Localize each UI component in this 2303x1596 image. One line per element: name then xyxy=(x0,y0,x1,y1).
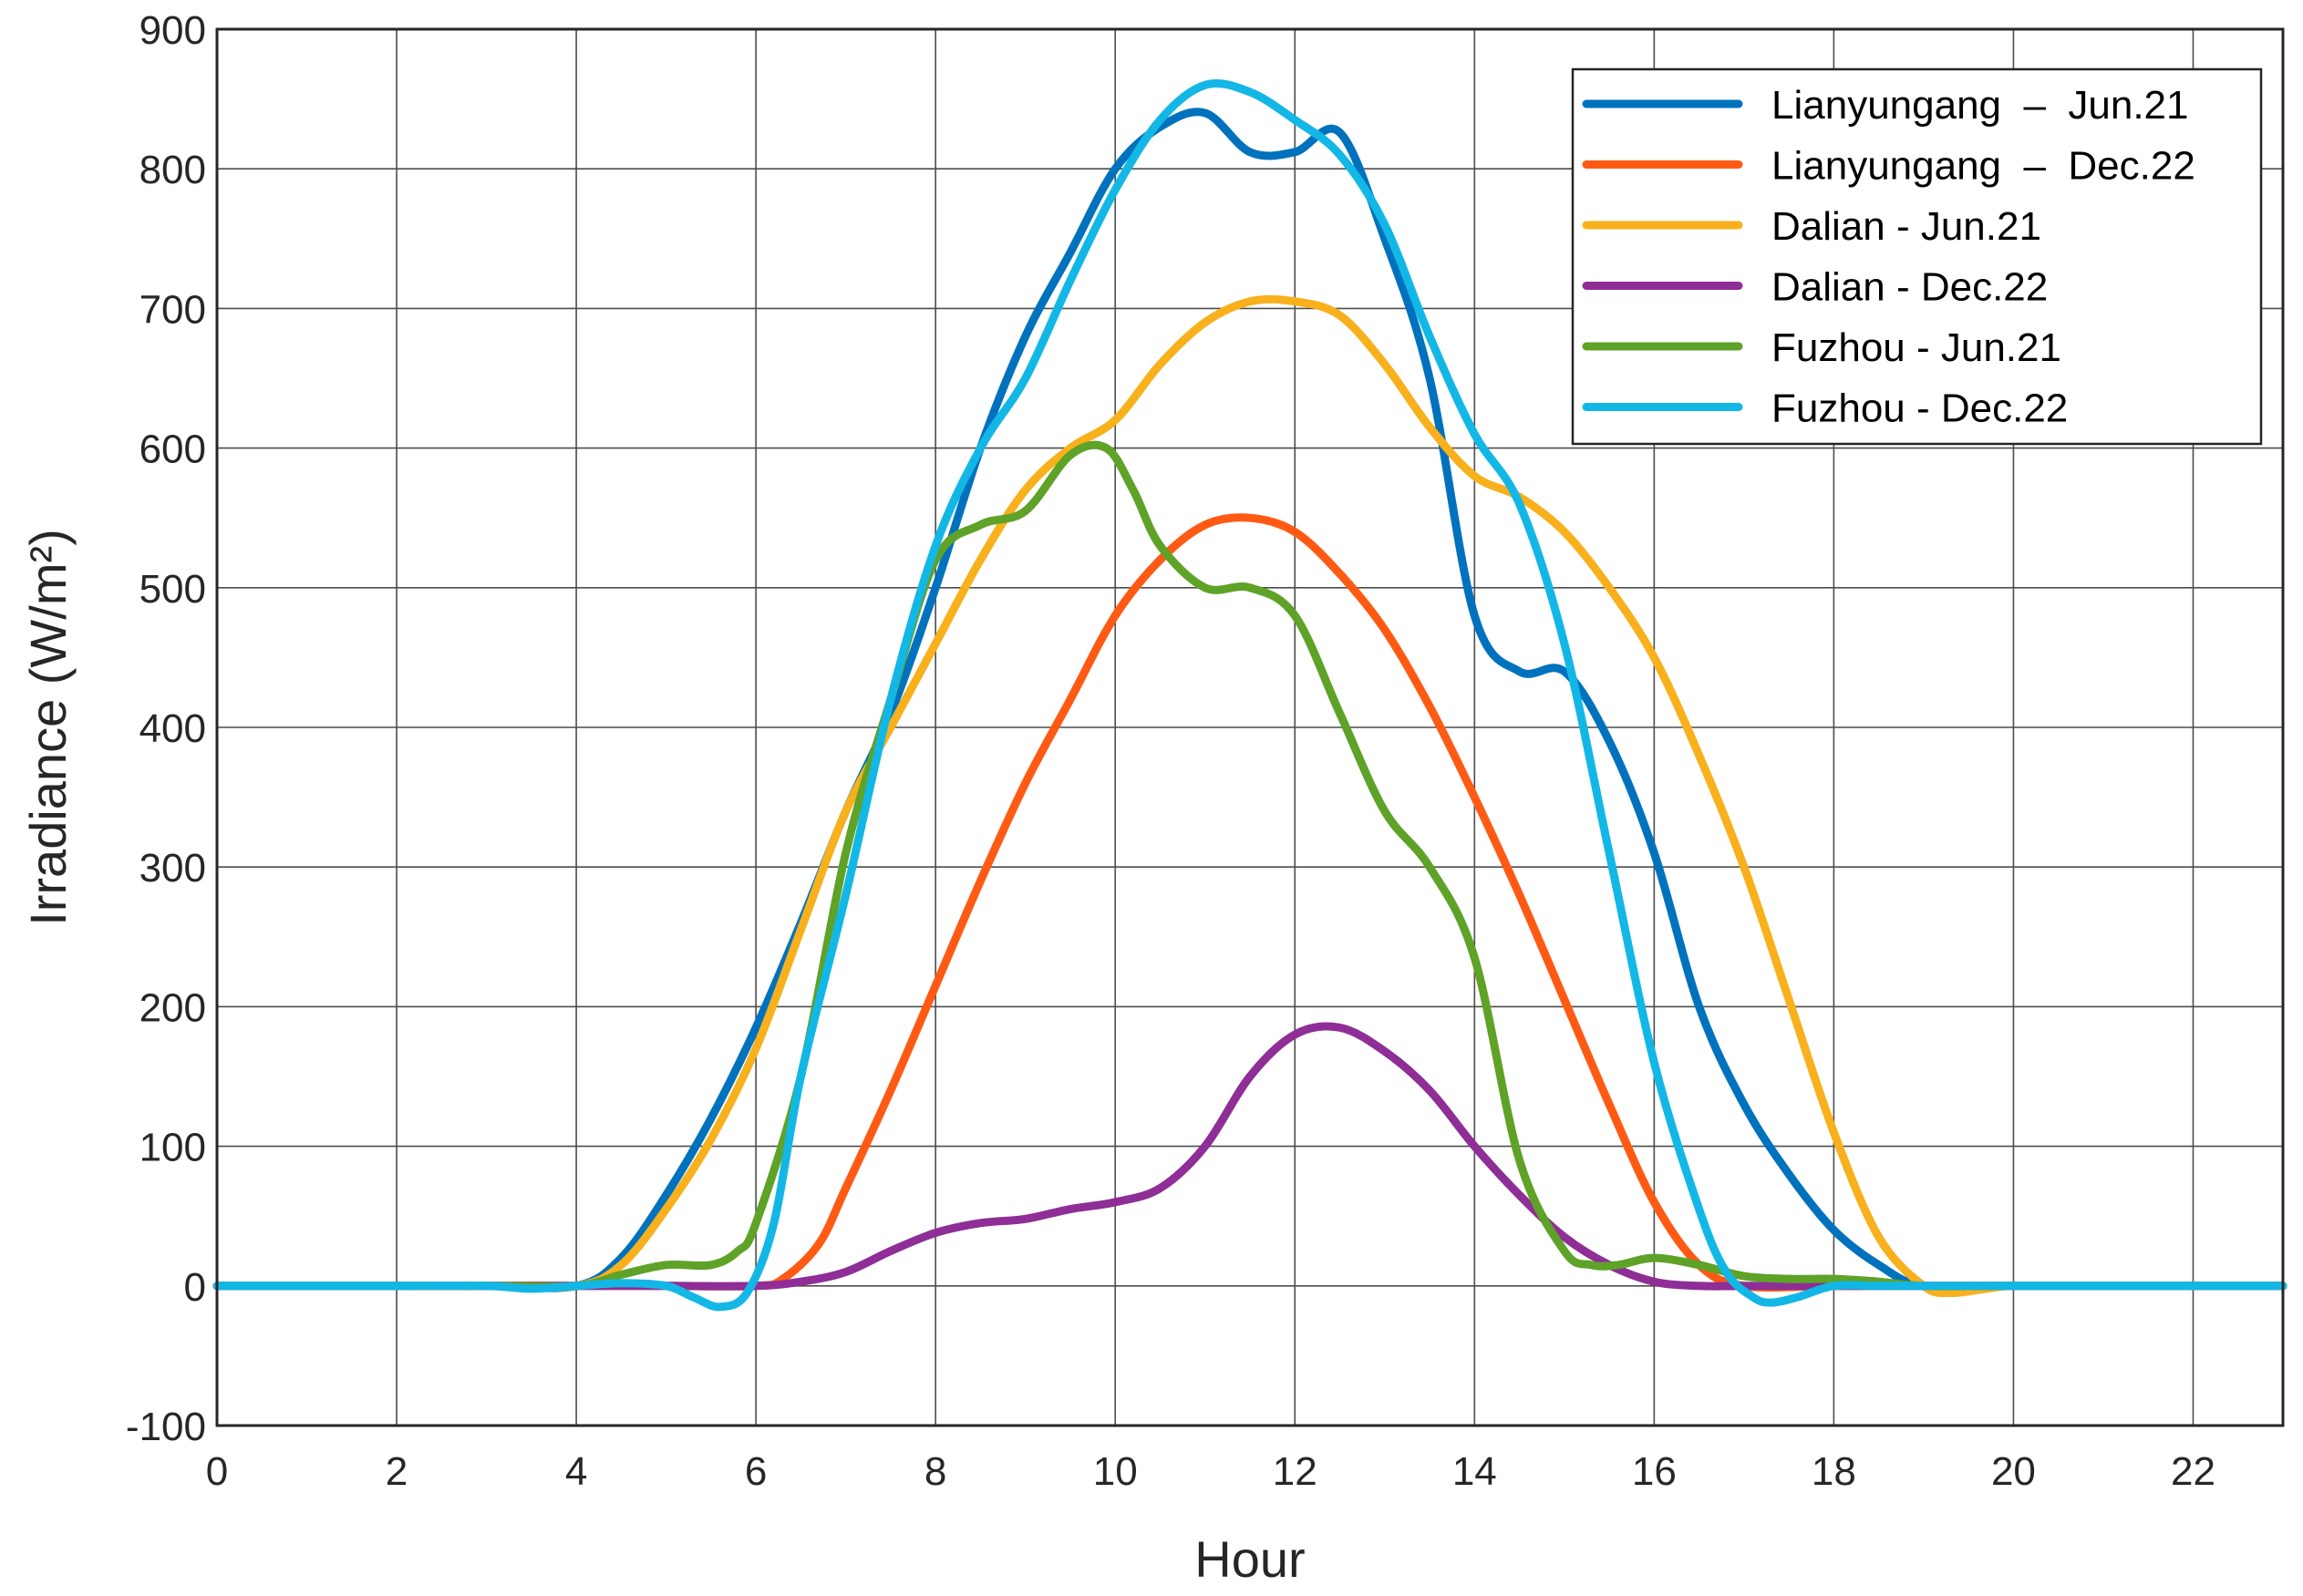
x-tick-label: 0 xyxy=(206,1449,228,1494)
y-tick-label: -100 xyxy=(126,1405,206,1449)
x-tick-label: 16 xyxy=(1632,1449,1677,1494)
legend-label-4: Dalian - Dec.22 xyxy=(1771,265,2048,310)
y-tick-label: 100 xyxy=(139,1126,206,1170)
legend-label-6: Fuzhou - Dec.22 xyxy=(1771,386,2068,431)
y-tick-label: 800 xyxy=(139,148,206,192)
y-tick-label: 900 xyxy=(139,8,206,53)
x-tick-label: 12 xyxy=(1273,1449,1317,1494)
legend-box xyxy=(1571,67,2263,446)
x-tick-label: 4 xyxy=(565,1449,587,1494)
series-lines xyxy=(212,78,2288,1312)
series-line-6 xyxy=(212,78,2288,1312)
x-tick-label: 2 xyxy=(386,1449,408,1494)
series-line-3 xyxy=(212,294,2288,1298)
y-tick-label: 400 xyxy=(139,706,206,751)
y-tick-label: 200 xyxy=(139,985,206,1030)
y-axis-ticks: -100 0 100 200 300 400 500 600 700 800 900 xyxy=(126,8,206,1449)
y-tick-label: 500 xyxy=(139,567,206,612)
x-tick-label: 18 xyxy=(1812,1449,1856,1494)
x-tick-label: 14 xyxy=(1452,1449,1497,1494)
series-line-1 xyxy=(212,108,2288,1292)
x-tick-label: 8 xyxy=(924,1449,946,1494)
series-line-5 xyxy=(212,440,2288,1292)
series-line-4 xyxy=(212,1022,2288,1291)
x-axis-ticks: 0 2 4 6 8 10 12 14 16 18 20 22 xyxy=(206,1449,2215,1494)
series-line-2 xyxy=(212,513,2288,1292)
x-tick-label: 20 xyxy=(1991,1449,2036,1494)
x-tick-label: 22 xyxy=(2171,1449,2215,1494)
legend-label-3: Dalian - Jun.21 xyxy=(1771,204,2041,249)
y-tick-label: 600 xyxy=(139,427,206,472)
legend-label-1: Lianyungang – Jun.21 xyxy=(1771,83,2189,128)
legend-label-2: Lianyungang – Dec.22 xyxy=(1771,144,2195,189)
plot-area-frame xyxy=(215,27,2285,1427)
y-tick-label: 700 xyxy=(139,287,206,332)
legend-label-5: Fuzhou - Jun.21 xyxy=(1771,325,2061,370)
x-axis-title: Hour xyxy=(1194,1530,1305,1588)
chart-legend: Lianyungang – Jun.21 Lianyungang – Dec.22… xyxy=(1571,67,2263,446)
x-tick-label: 10 xyxy=(1093,1449,1138,1494)
y-tick-label: 300 xyxy=(139,846,206,891)
y-axis-title: Irradiance (W/m²) xyxy=(19,529,77,926)
x-tick-label: 6 xyxy=(745,1449,767,1494)
y-tick-label: 0 xyxy=(184,1265,206,1310)
